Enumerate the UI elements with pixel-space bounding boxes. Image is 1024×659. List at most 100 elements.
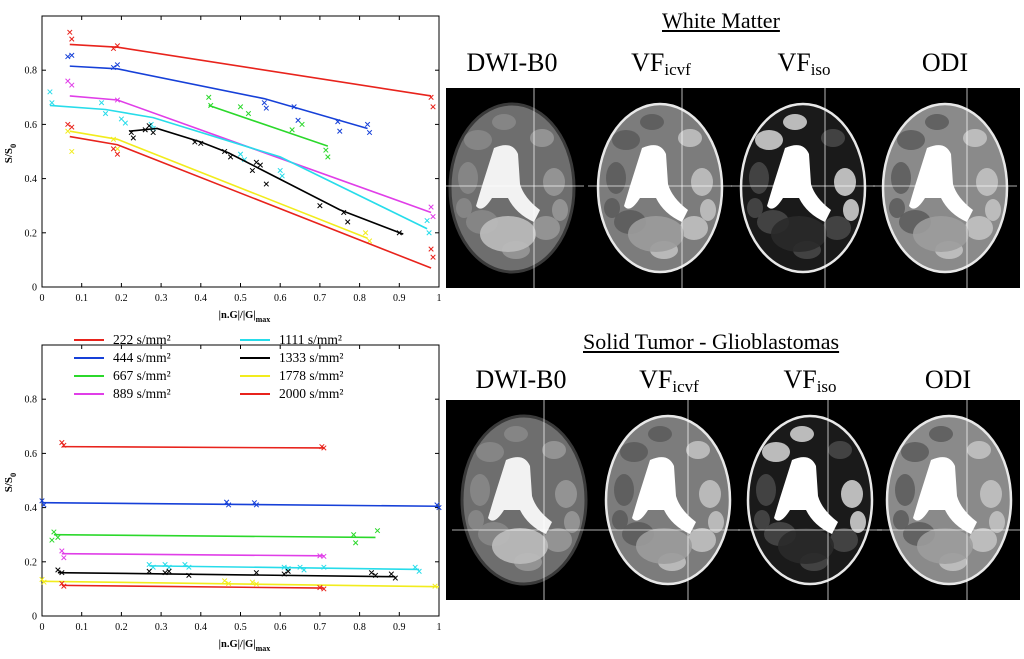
data-point-stroke <box>295 117 301 123</box>
lesion-region <box>636 528 692 564</box>
data-point-stroke <box>245 110 252 117</box>
column-label: DWI-B0 <box>476 365 567 395</box>
data-point-stroke <box>291 104 297 110</box>
data-point-stroke <box>253 159 260 165</box>
data-point-stroke <box>253 581 260 587</box>
brain-texture <box>688 528 716 552</box>
plot-frame <box>41 15 440 288</box>
x-tick-label: 0.8 <box>353 622 366 633</box>
data-point <box>249 579 256 585</box>
brain-texture <box>754 510 770 530</box>
data-point <box>59 569 65 576</box>
y-tick-label: 0.2 <box>25 557 38 568</box>
data-point <box>110 136 117 142</box>
data-point <box>114 146 121 152</box>
x-tick-label: 0.1 <box>75 293 88 304</box>
data-point-stroke <box>416 568 422 574</box>
data-point <box>341 209 347 216</box>
data-point <box>430 104 436 110</box>
data-point-stroke <box>166 568 172 574</box>
legend-swatch <box>240 339 270 341</box>
data-point <box>428 204 434 210</box>
data-point <box>65 53 71 60</box>
lesion-region <box>480 216 536 252</box>
brain-texture <box>640 114 664 130</box>
data-point <box>396 230 402 236</box>
data-point-stroke <box>208 102 214 109</box>
column-label: VFicvf <box>639 365 699 397</box>
y-tick-label: 0.4 <box>25 174 38 185</box>
data-point <box>41 579 47 585</box>
y-tick-label: 0 <box>32 612 37 623</box>
data-point <box>321 586 327 592</box>
brain-texture <box>893 510 909 530</box>
legend-item: 222 s/mm² <box>74 332 171 348</box>
data-point <box>285 568 291 574</box>
data-point-stroke <box>110 146 117 152</box>
data-point-stroke <box>323 147 329 153</box>
data-point-stroke <box>146 561 152 568</box>
data-point <box>166 564 172 570</box>
column-label-sub: icvf <box>672 377 699 396</box>
data-point <box>65 121 71 128</box>
legend-swatch <box>74 393 104 395</box>
series-fit-line <box>57 571 396 578</box>
ventricle <box>488 457 552 534</box>
data-point <box>416 568 422 574</box>
data-point <box>245 110 252 117</box>
legend-swatch <box>240 393 270 395</box>
data-point-stroke <box>162 561 168 568</box>
data-point <box>412 564 418 570</box>
data-point <box>345 219 351 225</box>
brain-texture <box>612 510 628 530</box>
data-point-stroke <box>372 572 379 579</box>
lesion-region <box>628 216 684 252</box>
data-point-stroke <box>249 579 256 585</box>
brain-texture <box>901 442 929 462</box>
data-point-stroke <box>98 100 105 106</box>
data-point <box>59 439 65 446</box>
data-point <box>67 29 73 35</box>
column-label: VFiso <box>783 365 836 397</box>
legend-item: 444 s/mm² <box>74 350 171 366</box>
brain-texture <box>614 474 634 506</box>
data-point <box>317 203 323 209</box>
data-point-stroke <box>321 564 327 570</box>
data-point-stroke <box>237 151 244 157</box>
data-point <box>61 442 67 448</box>
data-point <box>281 571 287 577</box>
series-fit-line <box>49 104 428 230</box>
brain-texture <box>686 441 710 459</box>
data-point-stroke <box>114 146 121 152</box>
data-point-stroke <box>299 121 305 128</box>
data-point <box>49 100 55 106</box>
data-point-stroke <box>142 127 148 133</box>
data-point <box>162 569 168 576</box>
brain-texture <box>458 162 478 194</box>
brain-texture <box>699 480 721 508</box>
data-point-stroke <box>350 532 357 538</box>
brain-texture <box>544 528 572 552</box>
data-point <box>253 581 260 587</box>
data-point-stroke <box>436 504 442 511</box>
data-point-stroke <box>51 529 57 535</box>
lesion-region <box>771 216 827 252</box>
data-point <box>430 213 436 220</box>
column-label-main: DWI-B0 <box>466 48 558 77</box>
data-point-stroke <box>69 124 75 130</box>
data-point <box>323 147 329 153</box>
column-label: VFicvf <box>631 48 691 80</box>
x-tick-label: 1 <box>437 293 442 304</box>
y-axis-label-sub: 0 <box>8 473 18 477</box>
data-point <box>51 529 57 535</box>
data-point <box>366 129 373 136</box>
data-point-stroke <box>110 136 117 142</box>
data-point <box>198 140 204 147</box>
data-point-stroke <box>225 502 232 508</box>
data-point <box>257 162 264 168</box>
legend-item: 2000 s/mm² <box>240 386 343 402</box>
brain-texture <box>895 474 915 506</box>
brain-texture <box>604 198 620 218</box>
data-point <box>223 499 230 505</box>
data-point-stroke <box>69 148 75 155</box>
